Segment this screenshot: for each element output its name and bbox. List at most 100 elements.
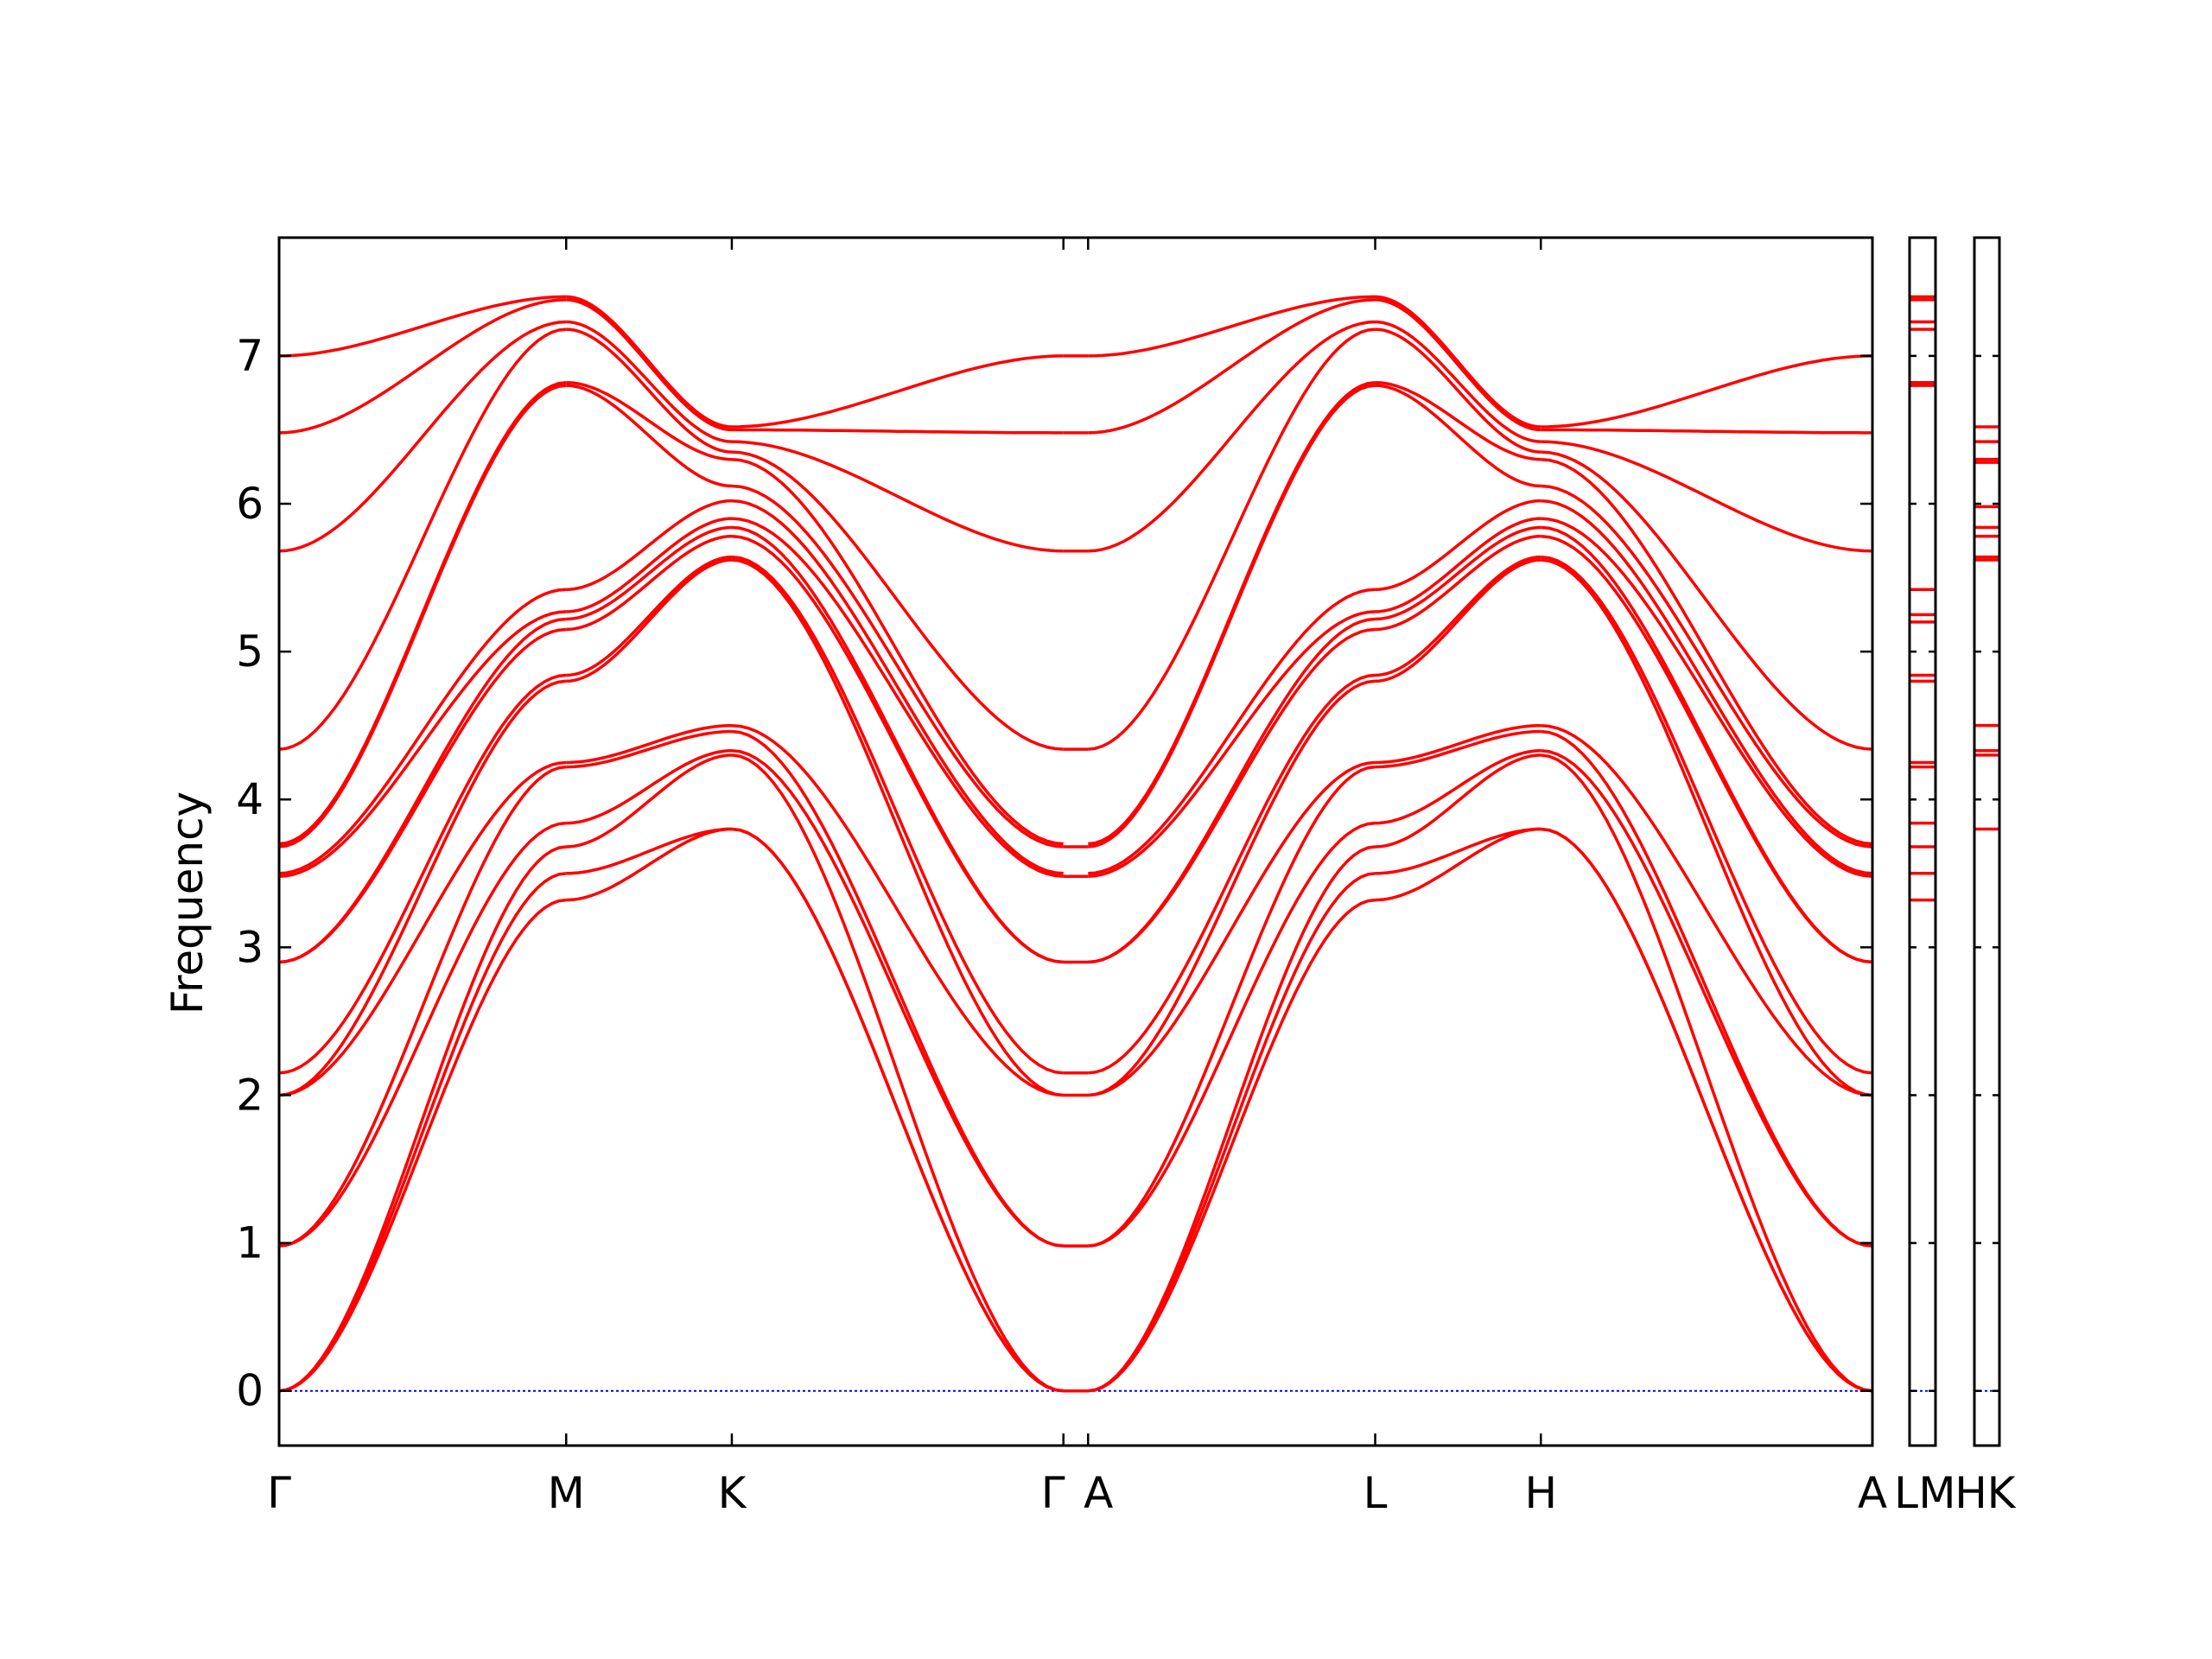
- side-frame: [1908, 236, 1937, 1447]
- side-panels: L MH K: [1894, 236, 2017, 1518]
- band-branch-6-1: [1540, 827, 1873, 1393]
- x-tick-label: L: [1363, 1468, 1388, 1518]
- band-branch-2-17: [731, 354, 1064, 429]
- band-branch-6-10: [1541, 517, 1873, 878]
- band-branch-5-2: [1375, 753, 1541, 849]
- band-branch-2-6: [731, 558, 1064, 1097]
- y-tick-label: 1: [236, 1218, 264, 1268]
- band-branch-6-12: [1541, 484, 1873, 849]
- band-branch-5-7: [1375, 555, 1541, 677]
- x-tick-label: M: [548, 1468, 585, 1518]
- band-branch-0-14: [278, 327, 567, 751]
- band-branch-5-16: [1375, 298, 1541, 432]
- band-branch-4-9: [1088, 617, 1376, 964]
- x-tick-label: A: [1858, 1468, 1887, 1518]
- band-branch-1-16: [566, 298, 733, 432]
- band-branch-4-6: [1088, 679, 1376, 1097]
- band-branch-6-14: [1541, 450, 1873, 751]
- y-tick-label: 6: [236, 479, 264, 529]
- band-branch-5-10: [1375, 517, 1541, 613]
- band-branch-1-3: [566, 749, 733, 825]
- band-branch-4-2: [1088, 845, 1376, 1393]
- band-branch-0-17: [278, 295, 567, 358]
- band-branch-5-15: [1375, 320, 1541, 443]
- band-branch-5-3: [1375, 749, 1541, 825]
- y-tick-label: 2: [236, 1070, 264, 1120]
- band-branch-2-4: [731, 729, 1064, 1248]
- band-branch-1-4: [566, 729, 733, 769]
- band-branch-5-11: [1375, 499, 1541, 592]
- band-branch-4-16: [1088, 298, 1376, 435]
- side-label-right: M: [1918, 1468, 1955, 1518]
- side-label-left: H: [1955, 1468, 1987, 1518]
- band-branch-1-11: [566, 499, 733, 592]
- band-branch-2-2: [731, 753, 1064, 1393]
- main-frame: [277, 236, 1874, 1447]
- band-branch-0-9: [278, 617, 567, 964]
- band-branch-5-14: [1375, 327, 1541, 454]
- y-tick-label: 4: [236, 774, 264, 824]
- band-branch-2-1: [731, 827, 1064, 1393]
- band-branch-1-6: [566, 558, 733, 683]
- band-branch-5-13: [1375, 380, 1541, 461]
- x-tick-label: Γ: [1041, 1468, 1065, 1518]
- band-branch-1-17: [566, 295, 733, 429]
- band-branch-0-16: [278, 298, 567, 435]
- band-branch-6-5: [1541, 723, 1873, 1097]
- y-tick-label: 5: [236, 626, 264, 677]
- band-branch-2-12: [731, 484, 1064, 849]
- x-tick-label: Γ: [267, 1468, 291, 1518]
- band-branch-1-10: [566, 517, 733, 613]
- band-branch-6-16: [1541, 428, 1872, 435]
- band-branch-1-1: [566, 827, 732, 875]
- band-branch-4-3: [1088, 821, 1376, 1248]
- band-branch-4-5: [1088, 760, 1376, 1097]
- band-branch-5-5: [1375, 723, 1541, 765]
- side-frame: [1973, 236, 2001, 1447]
- band-branch-6-6: [1540, 558, 1873, 1097]
- band-branch-2-5: [731, 723, 1064, 1097]
- band-branch-4-7: [1088, 673, 1376, 1075]
- band-branch-1-8: [566, 534, 733, 632]
- band-branch-4-17: [1088, 295, 1376, 358]
- band-branch-1-15: [566, 320, 733, 443]
- band-branch-4-13: [1088, 380, 1376, 846]
- band-branch-0-5: [278, 760, 567, 1097]
- band-branch-6-13: [1541, 457, 1873, 846]
- y-axis-label: Frequency: [162, 791, 213, 1014]
- band-branch-5-12: [1375, 384, 1541, 488]
- band-branch-5-9: [1375, 525, 1541, 621]
- plot-frame: [277, 236, 1874, 1447]
- band-branch-2-13: [731, 457, 1064, 846]
- band-branch-0-13: [278, 380, 567, 846]
- band-branch-4-10: [1088, 610, 1376, 878]
- band-branch-1-7: [566, 555, 733, 677]
- band-branch-6-4: [1541, 729, 1873, 1248]
- y-tick-label: 7: [236, 331, 264, 381]
- y-tick-label: 3: [236, 922, 264, 972]
- band-branch-6-2: [1540, 753, 1873, 1393]
- band-branch-4-14: [1088, 327, 1376, 751]
- band-branch-1-2: [566, 753, 733, 849]
- y-tick-label: 0: [236, 1366, 264, 1416]
- band-branch-1-5: [566, 723, 733, 765]
- band-branch-1-9: [566, 525, 733, 621]
- band-branch-2-14: [731, 450, 1064, 751]
- band-branch-6-17: [1541, 354, 1873, 429]
- band-branch-2-9: [731, 525, 1064, 964]
- x-tick-label: A: [1084, 1468, 1113, 1518]
- side-label-left: L: [1894, 1468, 1918, 1518]
- band-branch-4-4: [1088, 765, 1376, 1248]
- band-branch-1-13: [566, 380, 733, 461]
- band-branch-2-10: [731, 517, 1064, 878]
- band-branch-1-0: [566, 827, 733, 902]
- band-branch-5-17: [1375, 295, 1541, 429]
- band-branch-5-6: [1375, 558, 1541, 683]
- side-label-right: K: [1987, 1468, 2017, 1518]
- band-branch-0-7: [278, 673, 567, 1075]
- band-branch-2-7: [731, 555, 1064, 1075]
